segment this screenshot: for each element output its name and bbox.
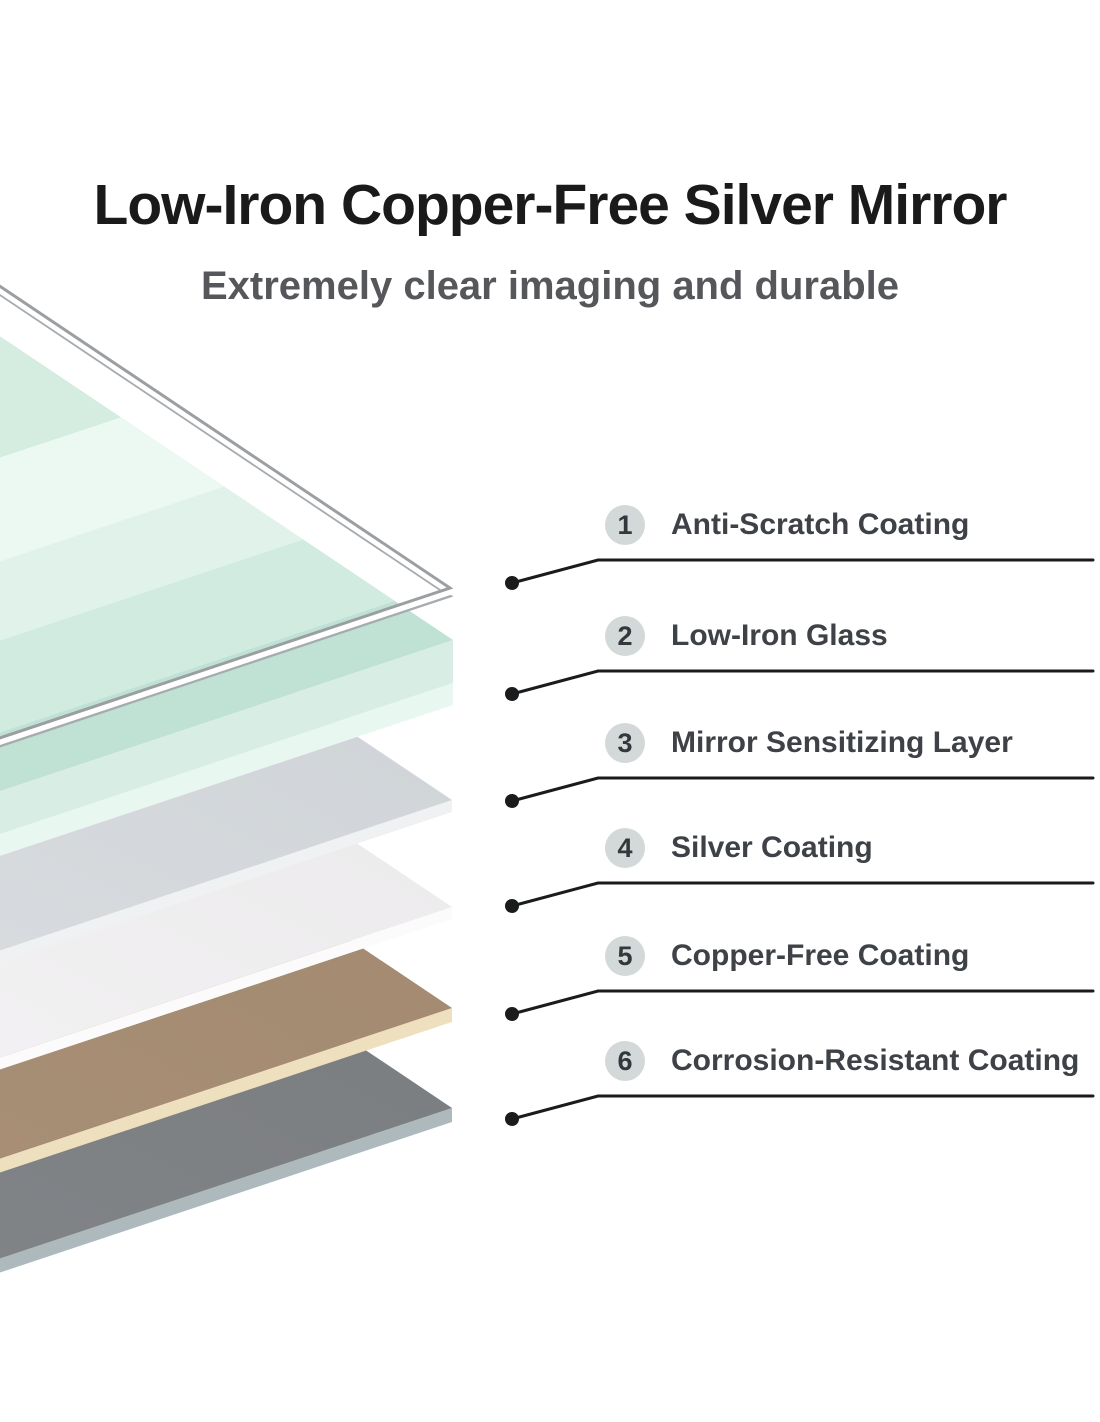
callout-number-badge: 4 [605,828,645,868]
callout-label: Copper-Free Coating [671,939,970,972]
callout-label: Mirror Sensitizing Layer [671,726,1013,759]
callout-label: Silver Coating [671,831,873,864]
layer-anti-scratch-coating [0,284,457,748]
layer-low-iron-glass [0,336,453,856]
callout-number-badge: 3 [605,723,645,763]
callout-row-2: 2 Low-Iron Glass [605,614,888,658]
callout-number-badge: 5 [605,936,645,976]
callout-number-badge: 2 [605,616,645,656]
page-title: Low-Iron Copper-Free Silver Mirror [93,173,1008,237]
callout-row-4: 4 Silver Coating [605,826,873,870]
leader-lines [505,558,1095,1126]
callout-label: Corrosion-Resistant Coating [671,1044,1080,1077]
callout-number-badge: 1 [605,505,645,545]
callout-label: Anti-Scratch Coating [671,508,970,541]
callout-row-6: 6 Corrosion-Resistant Coating [605,1039,1079,1083]
callout-label: Low-Iron Glass [671,619,888,652]
callout-row-5: 5 Copper-Free Coating [605,934,969,978]
callout-number-badge: 6 [605,1041,645,1081]
callout-row-3: 3 Mirror Sensitizing Layer [605,721,1013,765]
callout-row-1: 1 Anti-Scratch Coating [605,503,969,547]
page-subtitle: Extremely clear imaging and durable [200,264,900,308]
